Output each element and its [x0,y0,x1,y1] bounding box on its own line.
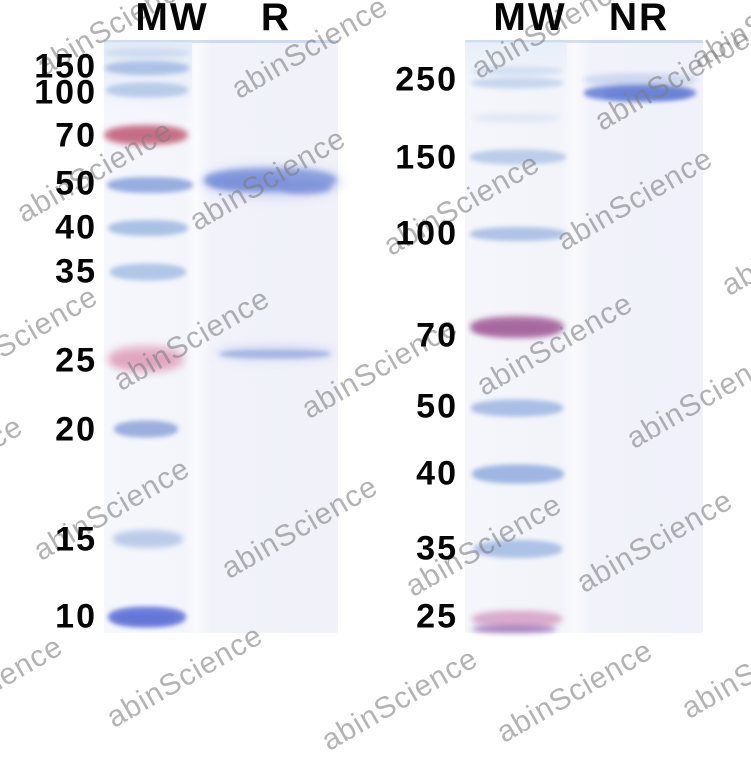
marker-label-20-kda: 20 [55,410,97,449]
lane-header-mw: MW [135,0,209,39]
marker-band-100 [106,82,188,98]
marker-band-250a [472,66,562,76]
marker-band-70-core [474,321,558,335]
marker-label-35-kda: 35 [416,529,458,568]
marker-band-top [105,48,189,58]
marker-label-25-kda: 25 [55,341,97,380]
marker-label-150-kda: 150 [395,138,458,177]
lane-header-r: R [260,0,292,39]
sample-band-52kda-core [210,174,290,190]
marker-label-70-kda: 70 [416,316,458,355]
marker-band-50 [107,177,193,193]
watermark-text: abinScience [490,633,659,750]
marker-label-70-kda: 70 [55,116,97,155]
marker-label-35-kda: 35 [55,252,97,291]
watermark-text: abinScience [0,409,29,526]
sample-band-230kda-core [603,88,689,100]
lane-header-nr: NR [608,0,670,39]
marker-label-250-kda: 250 [395,60,458,99]
marker-band-15 [113,530,183,548]
sample-band-230kda-halo [584,73,696,87]
marker-label-10-kda: 10 [55,597,97,636]
marker-band-35 [474,540,562,558]
marker-band-35 [110,263,186,281]
marker-band-40 [108,220,188,236]
marker-label-50-kda: 50 [416,387,458,426]
marker-band-100 [470,227,566,241]
sample-band-52kda-core2 [281,180,331,194]
marker-band-40 [472,464,564,484]
marker-band-150 [105,61,189,75]
marker-band-150 [470,149,566,165]
marker-label-25-kda: 25 [416,597,458,636]
marker-label-150-kda: 150 [34,47,97,86]
marker-band-10-core [113,612,179,624]
lane-header-mw: MW [493,0,567,39]
sample-band-27kda [220,349,330,359]
marker-label-100-kda: 100 [395,214,458,253]
marker-label-100-kda: 100 [34,73,97,112]
marker-label-15-kda: 15 [55,520,97,559]
marker-label-50-kda: 50 [55,164,97,203]
marker-band-faint [472,113,560,123]
watermark-text: abinScience [0,629,69,746]
marker-band-250b [471,77,563,89]
watermark-text: abinScience [315,641,484,758]
marker-band-25 [472,610,562,628]
marker-band-20 [114,420,178,438]
marker-label-40-kda: 40 [416,454,458,493]
marker-label-40-kda: 40 [55,208,97,247]
marker-band-25-core [112,353,174,367]
watermark-text: abinScience [100,618,269,735]
marker-band-50 [471,399,563,417]
marker-band-25-core [472,625,556,633]
watermark-text: abinScience [715,186,751,303]
marker-band-70-core [110,129,182,141]
